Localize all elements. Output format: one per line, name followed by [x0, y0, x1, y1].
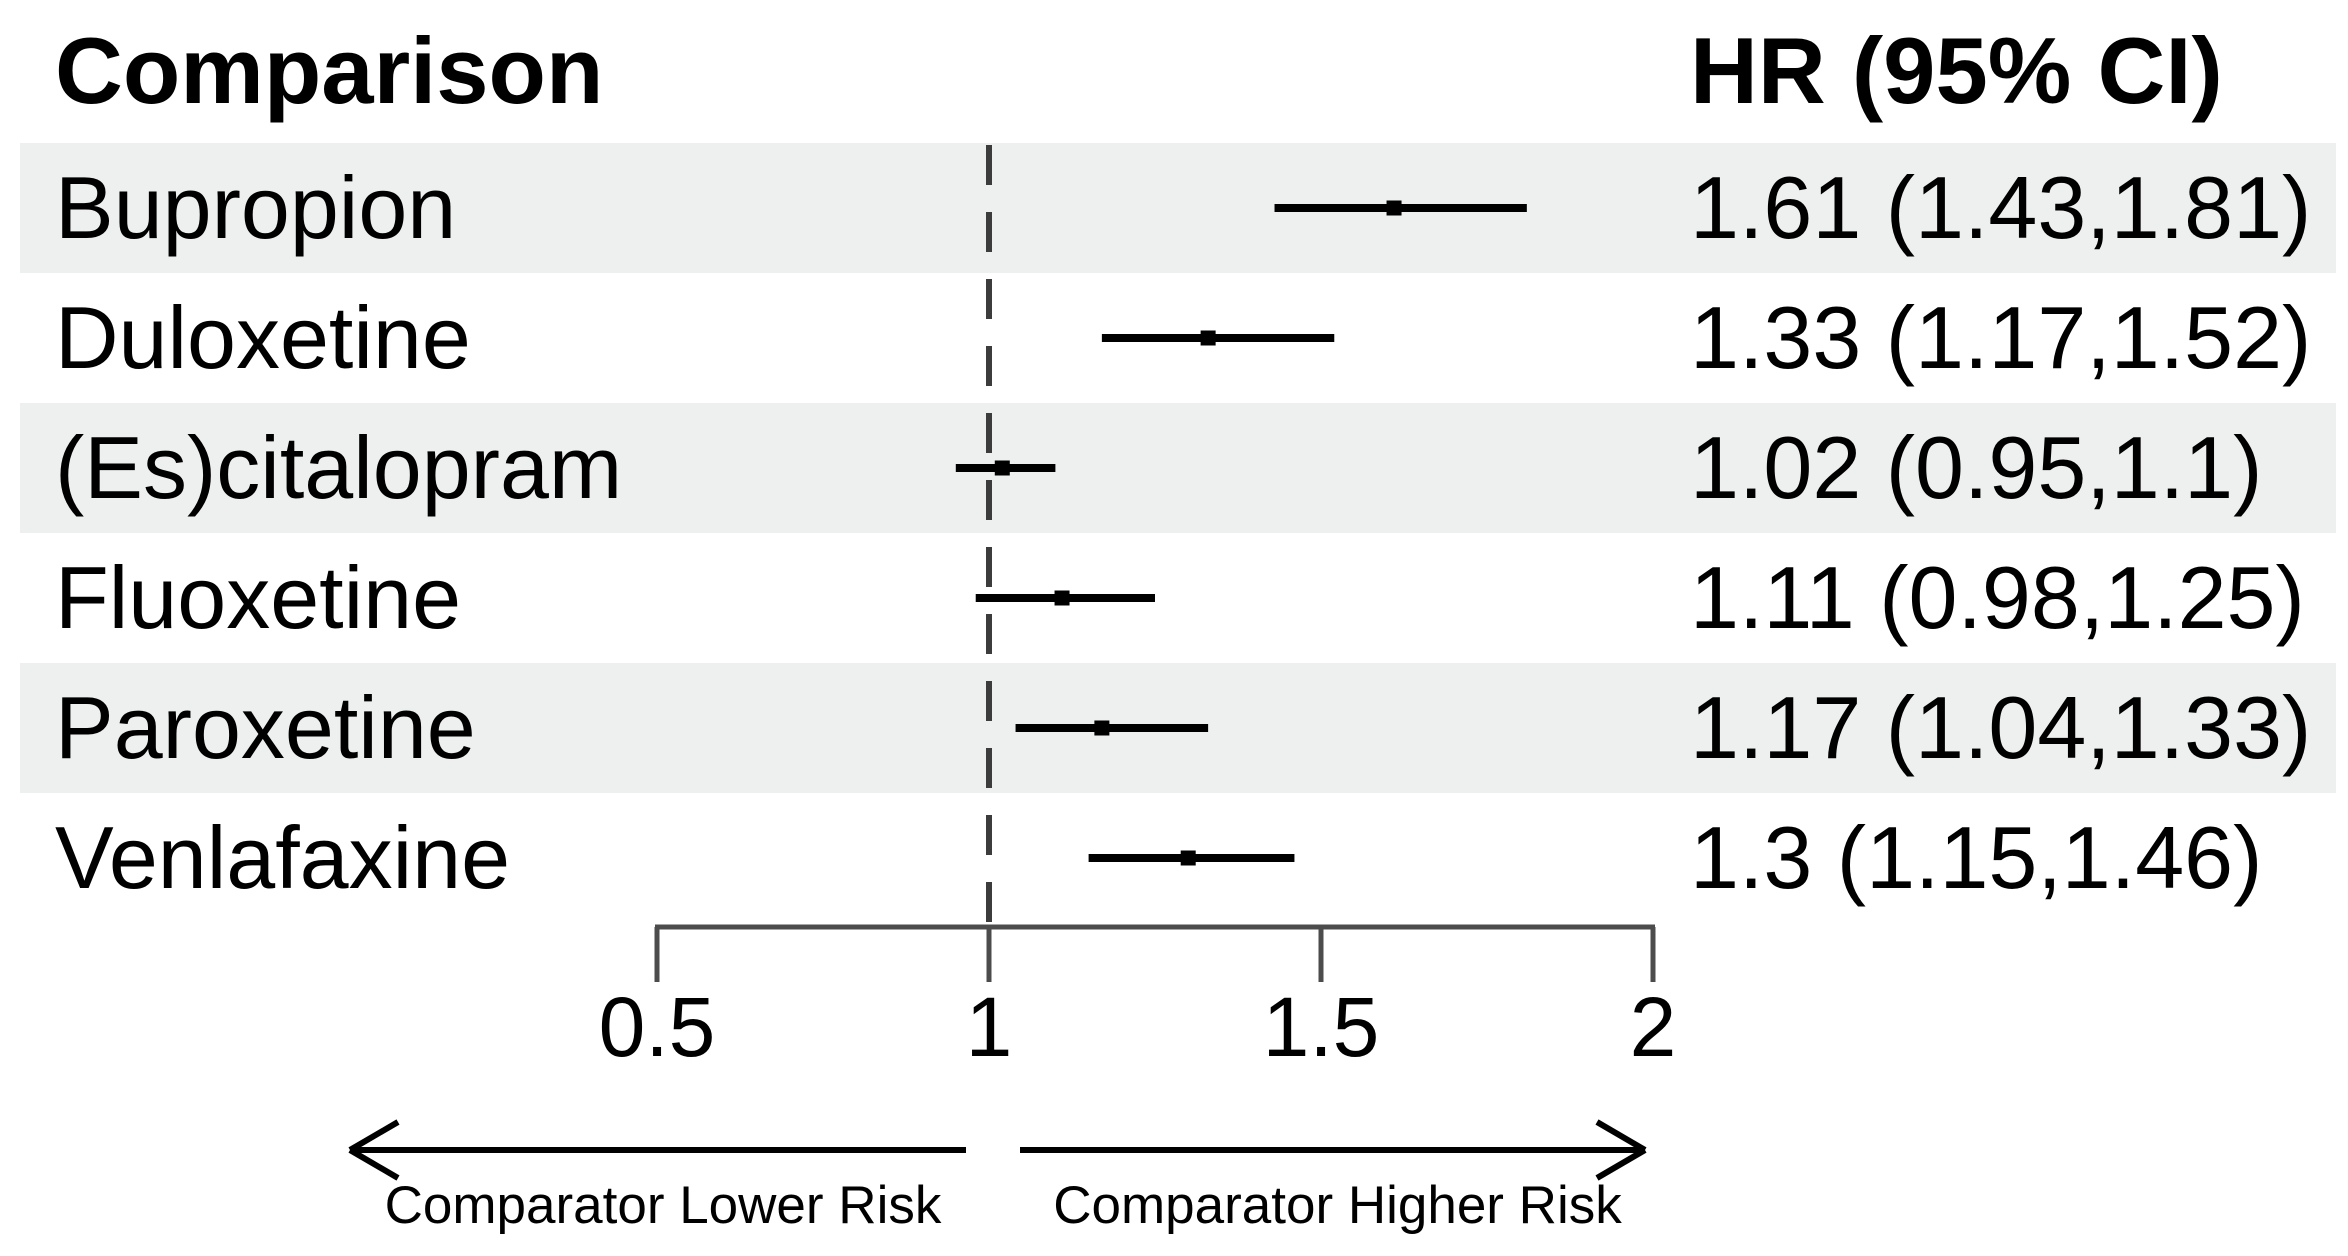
row-hr-value: 1.02 (0.95,1.1) — [1690, 418, 2263, 517]
row-hr-value: 1.17 (1.04,1.33) — [1690, 678, 2312, 777]
row-hr-value: 1.61 (1.43,1.81) — [1690, 158, 2312, 257]
lower-risk-label: Comparator Lower Risk — [384, 1176, 942, 1235]
row-label: Fluoxetine — [55, 548, 462, 647]
row-hr-value: 1.11 (0.98,1.25) — [1690, 548, 2305, 647]
higher-risk-arrowhead — [1595, 1147, 1647, 1181]
column-header-comparison: Comparison — [55, 18, 604, 123]
row-label: Bupropion — [55, 158, 457, 257]
point-estimate-marker — [994, 460, 1010, 476]
table-row: Fluoxetine 1.11 (0.98,1.25) — [0, 533, 2348, 663]
row-band — [20, 143, 2336, 273]
row-hr-value: 1.33 (1.17,1.52) — [1690, 288, 2312, 387]
higher-risk-label: Comparator Higher Risk — [1053, 1176, 1622, 1235]
axis-tick-label: 2 — [1629, 980, 1677, 1074]
column-header-hr-ci: HR (95% CI) — [1690, 18, 2223, 123]
row-label: Duloxetine — [55, 288, 471, 387]
lower-risk-arrowhead — [348, 1119, 400, 1153]
table-row: Bupropion 1.61 (1.43,1.81) — [0, 143, 2348, 273]
axis-tick-label: 0.5 — [598, 980, 716, 1074]
table-row: Duloxetine 1.33 (1.17,1.52) — [0, 273, 2348, 403]
row-label: (Es)citalopram — [55, 418, 623, 517]
table-row: Venlafaxine 1.3 (1.15,1.46) — [0, 793, 2348, 923]
higher-risk-arrowhead — [1595, 1119, 1647, 1153]
axis-tick-label: 1.5 — [1262, 980, 1380, 1074]
row-band — [20, 403, 2336, 533]
point-estimate-marker — [1054, 590, 1070, 606]
axis-tick-label: 1 — [965, 980, 1013, 1074]
point-estimate-marker — [1386, 200, 1402, 216]
row-label: Paroxetine — [55, 678, 476, 777]
row-label: Venlafaxine — [55, 808, 511, 907]
table-row: (Es)citalopram 1.02 (0.95,1.1) — [0, 403, 2348, 533]
row-hr-value: 1.3 (1.15,1.46) — [1690, 808, 2263, 907]
point-estimate-marker — [1200, 330, 1216, 346]
point-estimate-marker — [1180, 850, 1196, 866]
point-estimate-marker — [1094, 720, 1110, 736]
lower-risk-arrowhead — [348, 1147, 400, 1181]
